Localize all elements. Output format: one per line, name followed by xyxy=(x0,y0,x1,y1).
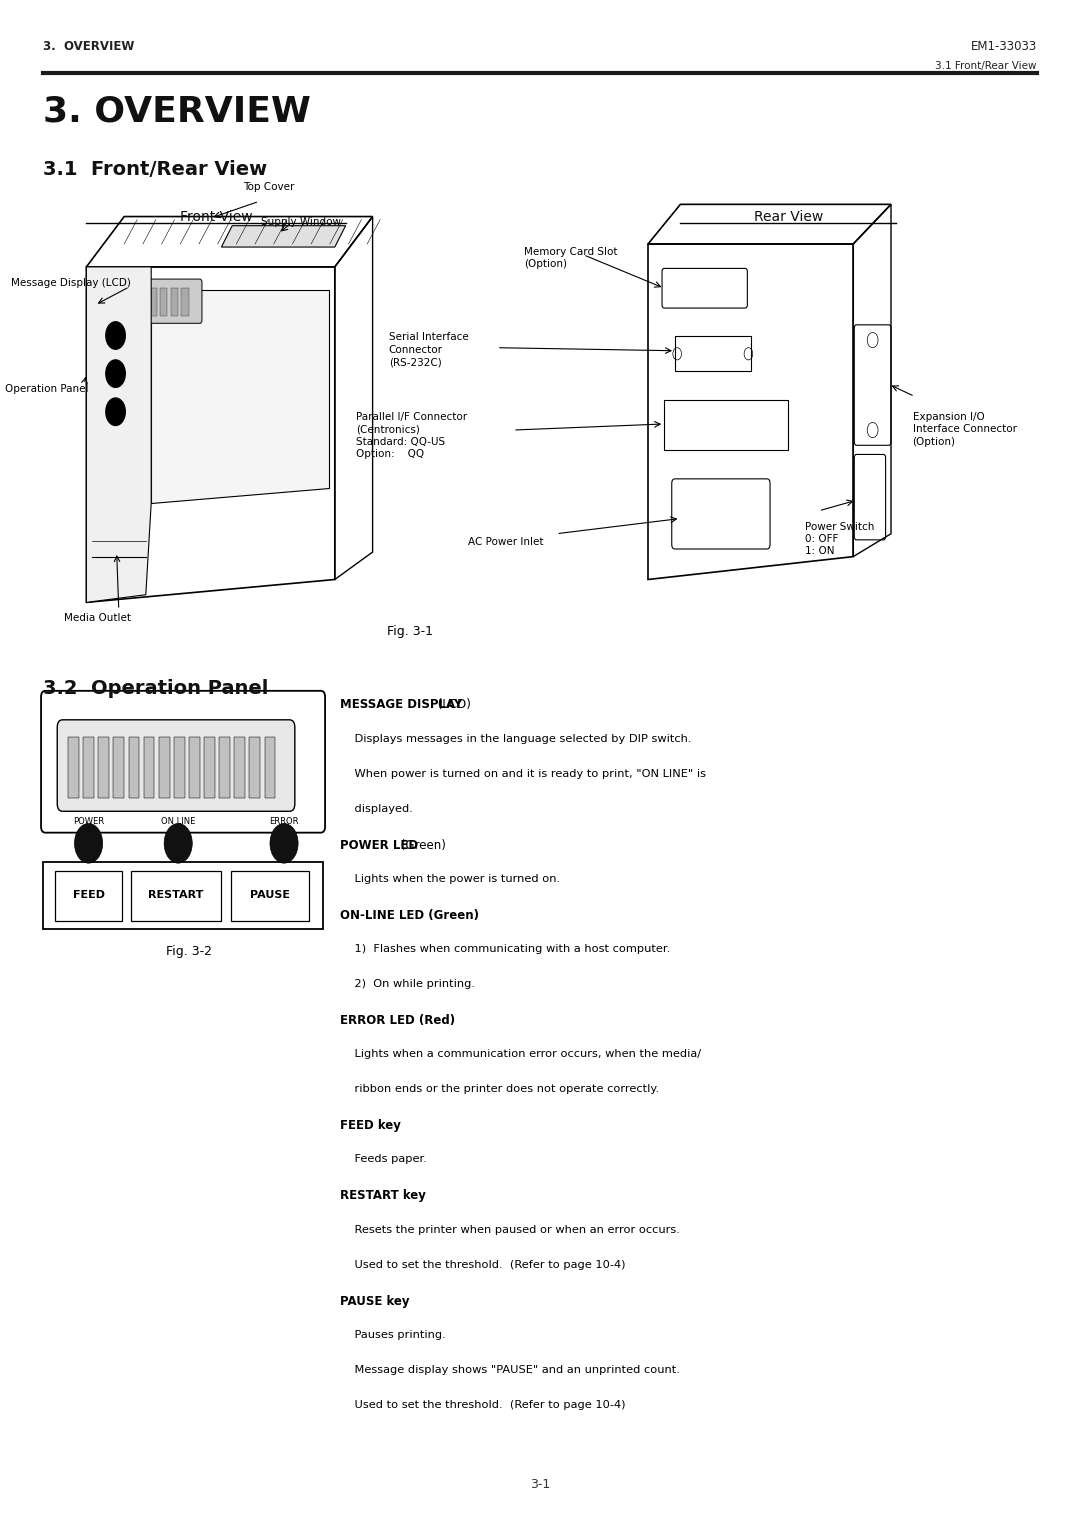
Text: 3-1: 3-1 xyxy=(530,1478,550,1491)
Text: Top Cover: Top Cover xyxy=(243,181,295,192)
Bar xyxy=(265,737,275,798)
Circle shape xyxy=(75,824,103,863)
Text: ERROR: ERROR xyxy=(269,817,299,827)
Bar xyxy=(249,737,260,798)
Text: Media Outlet: Media Outlet xyxy=(64,613,131,624)
Text: RESTART key: RESTART key xyxy=(340,1190,427,1203)
Bar xyxy=(113,737,124,798)
Text: Front View: Front View xyxy=(179,210,253,224)
Bar xyxy=(234,737,245,798)
Text: Lights when a communication error occurs, when the media/: Lights when a communication error occurs… xyxy=(340,1049,701,1060)
Bar xyxy=(159,737,170,798)
Text: Supply Window: Supply Window xyxy=(261,217,341,227)
Circle shape xyxy=(106,360,125,387)
Text: Used to set the threshold.  (Refer to page 10-4): Used to set the threshold. (Refer to pag… xyxy=(340,1260,625,1270)
Bar xyxy=(174,737,185,798)
Text: ON LINE: ON LINE xyxy=(161,817,195,827)
Bar xyxy=(127,288,135,316)
Bar xyxy=(83,737,94,798)
Text: ON-LINE LED (Green): ON-LINE LED (Green) xyxy=(340,909,480,923)
Text: Power Switch
0: OFF
1: ON: Power Switch 0: OFF 1: ON xyxy=(805,522,874,557)
Text: EM1-33033: EM1-33033 xyxy=(971,40,1037,53)
Text: Expansion I/O
Interface Connector
(Option): Expansion I/O Interface Connector (Optio… xyxy=(913,412,1016,447)
Circle shape xyxy=(106,398,125,425)
FancyBboxPatch shape xyxy=(43,862,323,929)
Text: 3.1 Front/Rear View: 3.1 Front/Rear View xyxy=(935,61,1037,72)
Bar xyxy=(171,288,178,316)
Text: Resets the printer when paused or when an error occurs.: Resets the printer when paused or when a… xyxy=(340,1225,680,1235)
Bar xyxy=(138,288,146,316)
Text: AC Power Inlet: AC Power Inlet xyxy=(468,537,543,547)
Text: PAUSE: PAUSE xyxy=(249,891,291,900)
Bar xyxy=(149,288,157,316)
Bar xyxy=(160,288,167,316)
FancyBboxPatch shape xyxy=(41,691,325,833)
Bar xyxy=(106,288,113,316)
Text: displayed.: displayed. xyxy=(340,804,413,814)
Text: ERROR LED (Red): ERROR LED (Red) xyxy=(340,1014,456,1028)
FancyBboxPatch shape xyxy=(55,871,122,921)
Text: POWER LED: POWER LED xyxy=(340,839,418,852)
Text: 3. OVERVIEW: 3. OVERVIEW xyxy=(43,95,311,128)
Polygon shape xyxy=(221,226,346,247)
Text: Lights when the power is turned on.: Lights when the power is turned on. xyxy=(340,874,561,884)
Text: FEED key: FEED key xyxy=(340,1119,401,1133)
Text: (Green): (Green) xyxy=(396,839,445,852)
FancyBboxPatch shape xyxy=(57,720,295,811)
Text: 2)  On while printing.: 2) On while printing. xyxy=(340,979,475,990)
FancyBboxPatch shape xyxy=(131,871,221,921)
Text: RESTART: RESTART xyxy=(148,891,204,900)
Text: Parallel I/F Connector
(Centronics)
Standard: QQ-US
Option:    QQ: Parallel I/F Connector (Centronics) Stan… xyxy=(356,412,468,459)
Bar xyxy=(95,288,103,316)
Bar xyxy=(219,737,230,798)
Circle shape xyxy=(106,322,125,349)
Bar xyxy=(204,737,215,798)
Bar xyxy=(144,737,154,798)
Circle shape xyxy=(164,824,192,863)
Text: Used to set the threshold.  (Refer to page 10-4): Used to set the threshold. (Refer to pag… xyxy=(340,1400,625,1411)
Polygon shape xyxy=(86,267,151,602)
Text: Operation Panel: Operation Panel xyxy=(5,384,89,395)
Text: 3.  OVERVIEW: 3. OVERVIEW xyxy=(43,40,135,53)
Text: 1)  Flashes when communicating with a host computer.: 1) Flashes when communicating with a hos… xyxy=(340,944,671,955)
Bar xyxy=(129,737,139,798)
Bar xyxy=(181,288,189,316)
Circle shape xyxy=(270,824,298,863)
Text: Message display shows "PAUSE" and an unprinted count.: Message display shows "PAUSE" and an unp… xyxy=(340,1365,680,1376)
Text: Fig. 3-1: Fig. 3-1 xyxy=(388,625,433,639)
Text: Feeds paper.: Feeds paper. xyxy=(340,1154,427,1165)
Text: Memory Card Slot
(Option): Memory Card Slot (Option) xyxy=(524,247,618,270)
Text: Pauses printing.: Pauses printing. xyxy=(340,1330,446,1340)
Text: PAUSE key: PAUSE key xyxy=(340,1295,409,1308)
Text: When power is turned on and it is ready to print, "ON LINE" is: When power is turned on and it is ready … xyxy=(340,769,706,779)
FancyBboxPatch shape xyxy=(90,279,202,323)
Text: Displays messages in the language selected by DIP switch.: Displays messages in the language select… xyxy=(340,734,691,744)
Text: FEED: FEED xyxy=(72,891,105,900)
Bar xyxy=(189,737,200,798)
Text: ribbon ends or the printer does not operate correctly.: ribbon ends or the printer does not oper… xyxy=(340,1084,659,1095)
Text: Rear View: Rear View xyxy=(754,210,823,224)
Text: 3.2  Operation Panel: 3.2 Operation Panel xyxy=(43,679,269,697)
Text: (LCD): (LCD) xyxy=(434,698,471,712)
Polygon shape xyxy=(151,290,329,503)
Text: MESSAGE DISPLAY: MESSAGE DISPLAY xyxy=(340,698,462,712)
Text: POWER: POWER xyxy=(73,817,104,827)
Text: Message Display (LCD): Message Display (LCD) xyxy=(11,278,131,288)
Bar xyxy=(117,288,124,316)
Bar xyxy=(68,737,79,798)
Text: 3.1  Front/Rear View: 3.1 Front/Rear View xyxy=(43,160,268,178)
Bar xyxy=(98,737,109,798)
FancyBboxPatch shape xyxy=(231,871,309,921)
Text: Serial Interface
Connector
(RS-232C): Serial Interface Connector (RS-232C) xyxy=(389,332,469,368)
Text: Fig. 3-2: Fig. 3-2 xyxy=(166,946,212,959)
